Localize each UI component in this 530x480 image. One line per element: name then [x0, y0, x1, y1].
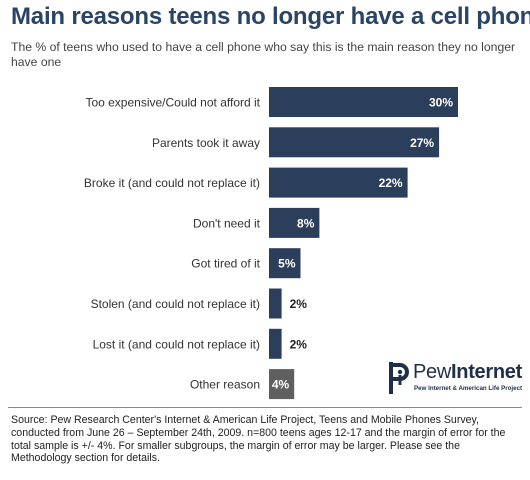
category-label-lost-it-and-could-not-replace-it: Lost it (and could not replace it) [93, 337, 260, 351]
logo-word-internet: Internet [451, 361, 522, 383]
chart-subtitle: The % of teens who used to have a cell p… [11, 40, 516, 69]
pew-internet-logo: PewInternet Pew Internet & American Life… [386, 360, 522, 396]
logo-tagline: Pew Internet & American Life Project [414, 385, 523, 392]
chart-title: Main reasons teens no longer have a cell… [11, 3, 530, 30]
bar-too-expensive-could-not-afford-it [269, 87, 458, 117]
pew-logo-icon [389, 362, 409, 394]
bar-parents-took-it-away [269, 127, 440, 158]
category-label-broke-it-and-could-not-replace-it: Broke it (and could not replace it) [84, 176, 260, 190]
category-label-don-t-need-it: Don't need it [193, 216, 261, 230]
bar-broke-it-and-could-not-replace-it [269, 167, 408, 198]
value-label-parents-took-it-away: 27% [410, 136, 434, 150]
bar-don-t-need-it [269, 207, 320, 238]
category-label-too-expensive-could-not-afford-it: Too expensive/Could not afford it [85, 96, 260, 110]
value-label-lost-it-and-could-not-replace-it: 2% [290, 337, 308, 351]
value-label-other-reason: 4% [272, 378, 290, 392]
bar-got-tired-of-it [269, 248, 301, 279]
value-label-too-expensive-could-not-afford-it: 30% [429, 96, 453, 110]
source-note: Source: Pew Research Center's Internet &… [11, 414, 506, 465]
bar-other-reason [269, 369, 295, 400]
category-label-parents-took-it-away: Parents took it away [152, 136, 260, 150]
category-label-other-reason: Other reason [190, 378, 260, 392]
category-label-got-tired-of-it: Got tired of it [191, 257, 260, 271]
divider [8, 407, 522, 408]
bar-stolen-and-could-not-replace-it [269, 288, 282, 319]
logo-wordmark: PewInternet [413, 361, 522, 384]
bar-lost-it-and-could-not-replace-it [269, 328, 282, 359]
value-label-got-tired-of-it: 5% [278, 257, 296, 271]
logo-word-pew: Pew [413, 361, 452, 383]
value-label-broke-it-and-could-not-replace-it: 22% [379, 176, 403, 190]
value-label-stolen-and-could-not-replace-it: 2% [290, 297, 308, 311]
category-label-stolen-and-could-not-replace-it: Stolen (and could not replace it) [91, 297, 260, 311]
value-label-don-t-need-it: 8% [297, 216, 315, 230]
